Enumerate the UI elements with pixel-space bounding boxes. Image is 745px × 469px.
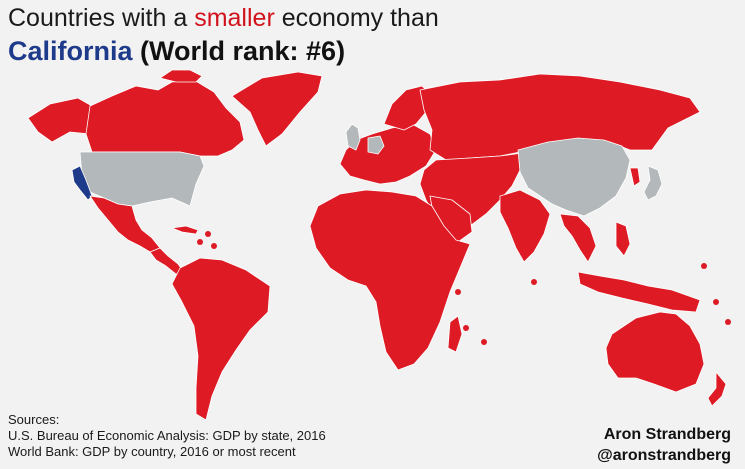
southeast-asia-shape [559,213,597,263]
sources-heading: Sources: [8,412,60,427]
title-line-2: California (World rank: #6) [8,36,345,67]
title-world-rank: (World rank: #6) [132,36,346,66]
canada-shape [85,79,245,157]
island-dot [463,325,469,331]
canada-islands-shape [159,69,203,83]
russia-shape [419,73,701,161]
greenland-shape [231,71,323,147]
title-highlight-california: California [8,36,133,66]
usa-shape [79,151,205,207]
title-highlight-smaller: smaller [194,4,275,32]
source-line-2: World Bank: GDP by country, 2016 or most… [8,444,296,459]
germany-shape [367,135,385,155]
alaska-shape [27,97,93,143]
united-kingdom-shape [345,123,361,151]
japan-shape [643,165,663,201]
new-zealand-shape [707,371,727,407]
china-shape [517,137,631,217]
island-dot [531,279,537,285]
indonesia-shape [577,271,701,313]
south-america-shape [171,257,271,421]
caribbean-shape [171,225,199,235]
author-handle: @aronstrandberg [597,447,731,464]
island-dot [205,231,211,237]
madagascar-shape [447,315,463,353]
korea-shape [629,167,641,187]
island-dot [481,339,487,345]
island-dot [313,229,319,235]
california-shape [71,165,93,201]
island-dot [713,299,719,305]
island-dot [211,243,217,249]
island-dot [725,319,731,325]
title-suffix: economy than [274,4,439,32]
island-dot [701,263,707,269]
author-name: Aron Strandberg [603,426,731,443]
africa-shape [309,189,471,371]
title-line-1: Countries with a smaller economy than [8,4,439,33]
philippines-shape [615,221,631,257]
south-asia-shape [499,189,551,263]
island-dot [455,289,461,295]
australia-shape [605,311,705,393]
island-dot [197,239,203,245]
title-prefix: Countries with a [8,4,195,32]
author-credit: Aron Strandberg @aronstrandberg [597,424,731,466]
island-nations [197,229,731,345]
sources-block: Sources: U.S. Bureau of Economic Analysi… [8,412,326,460]
source-line-1: U.S. Bureau of Economic Analysis: GDP by… [8,428,326,443]
island-dot [225,299,231,305]
